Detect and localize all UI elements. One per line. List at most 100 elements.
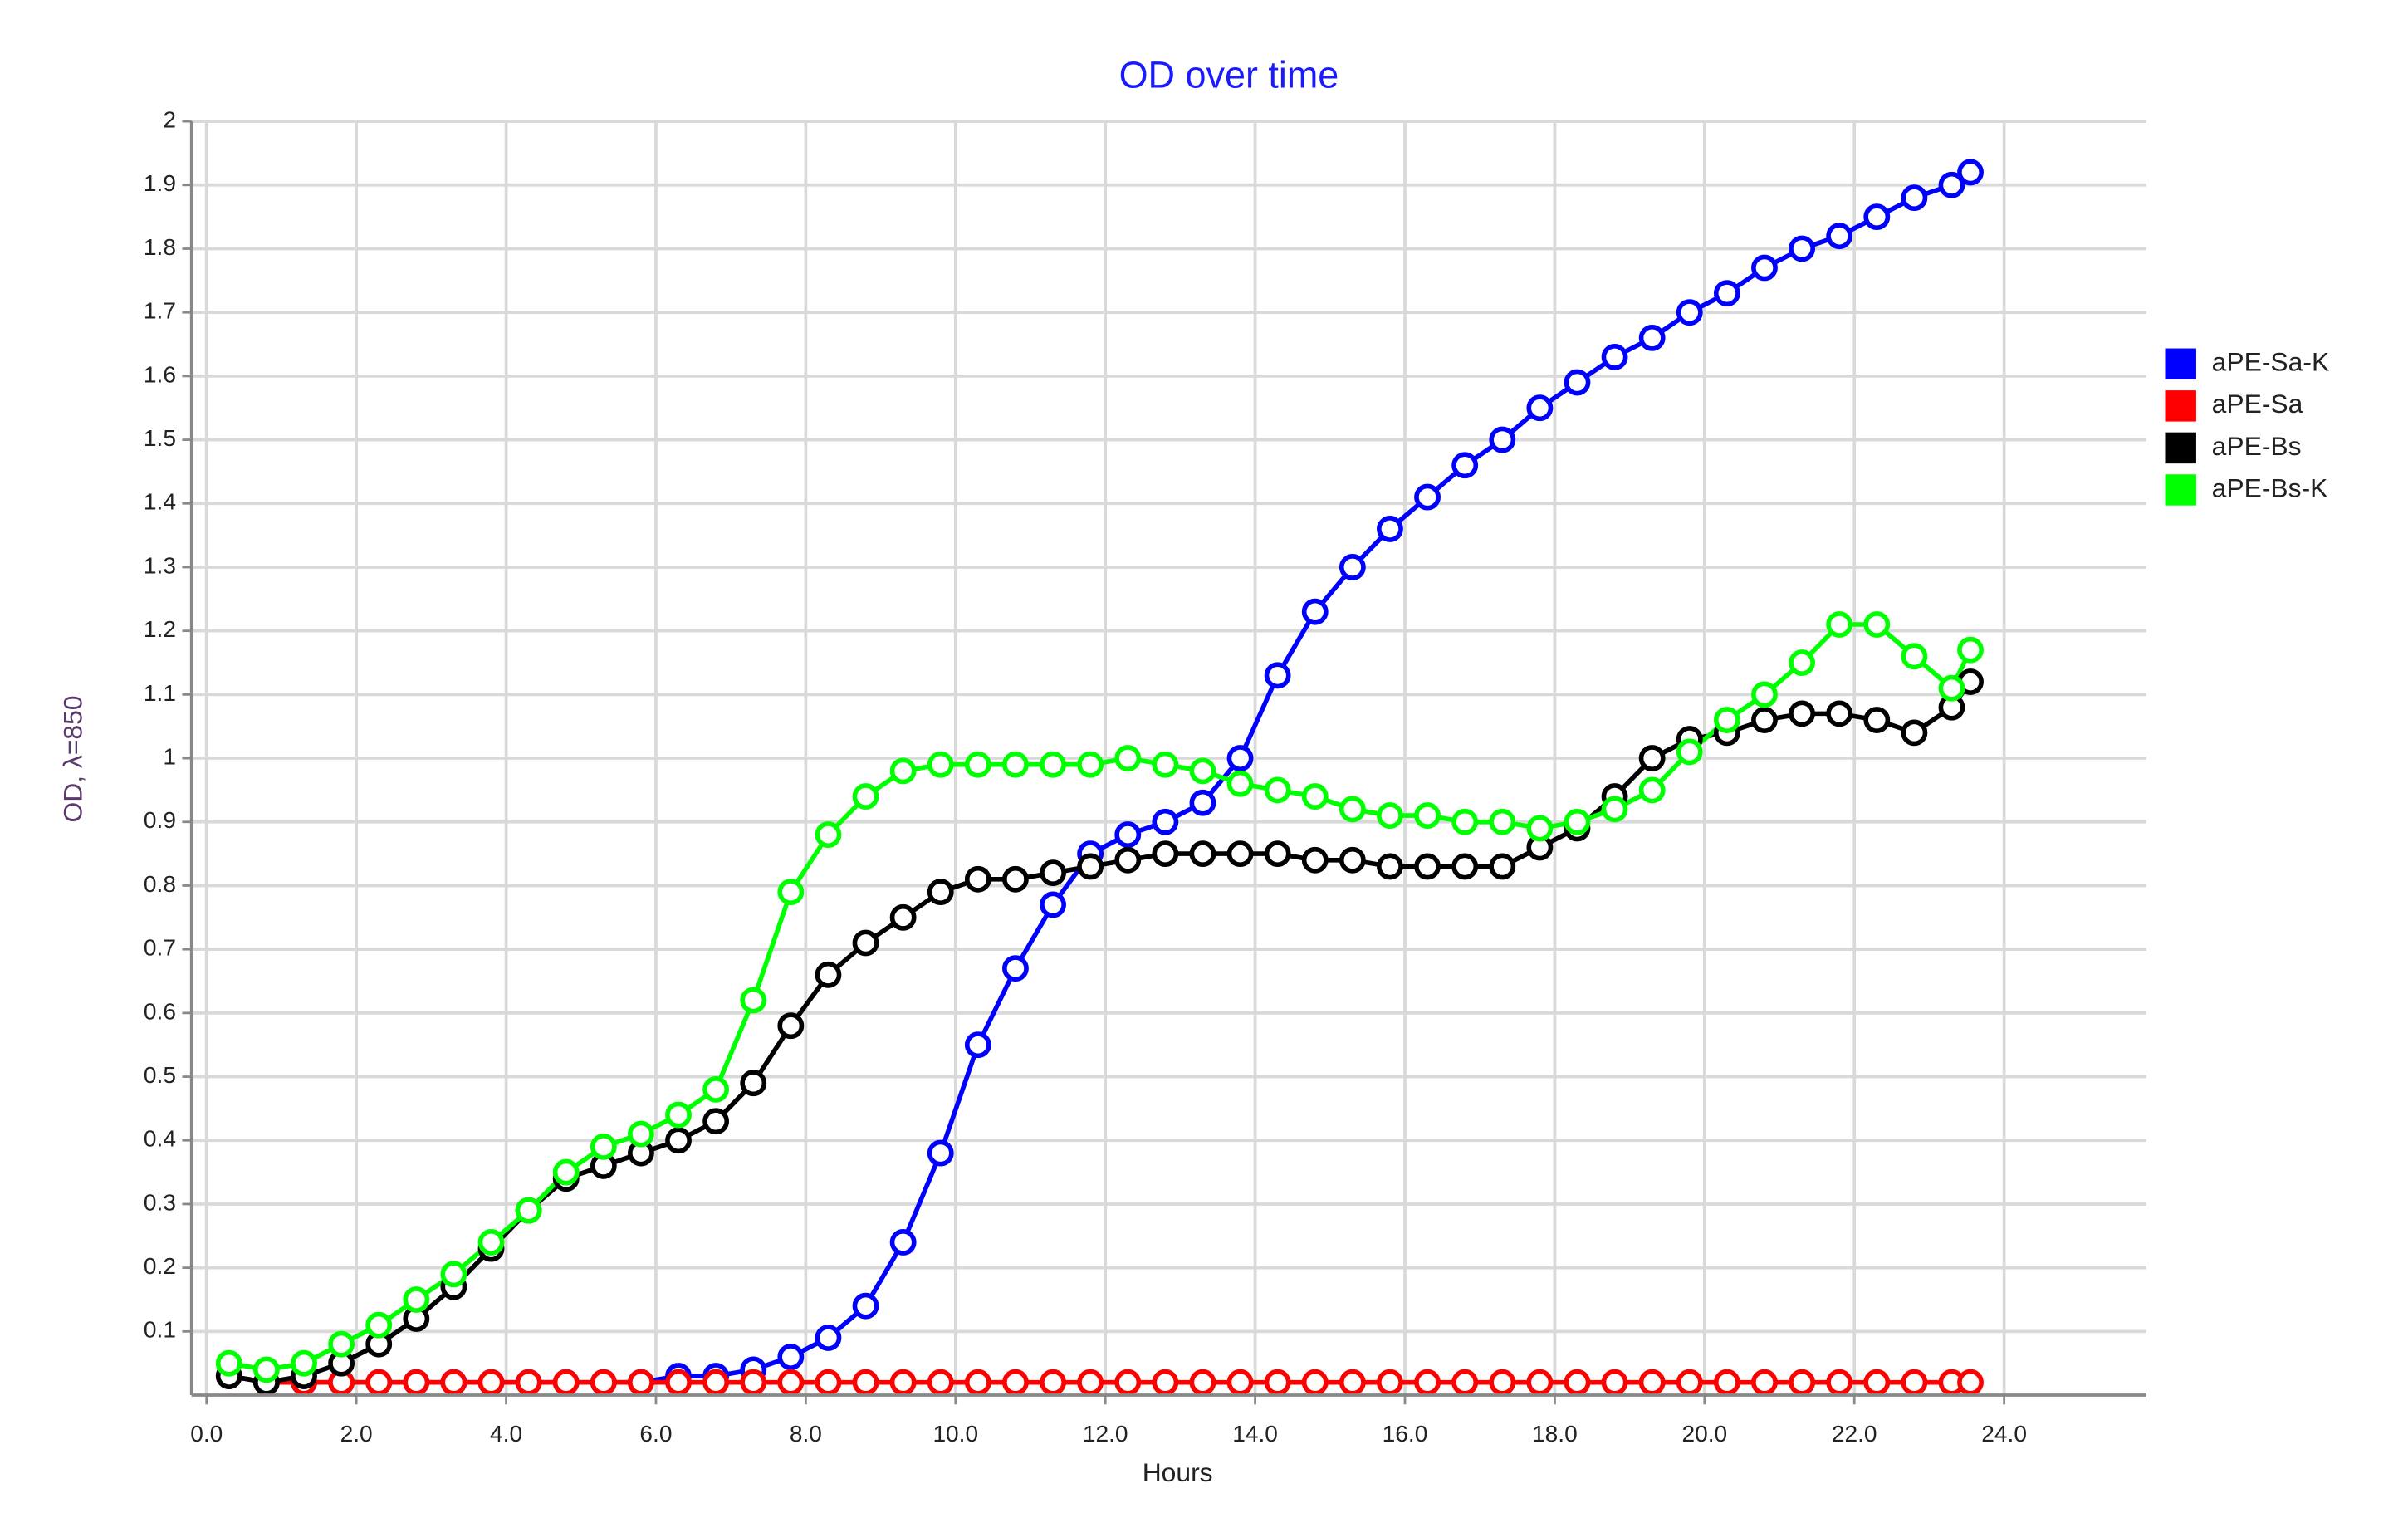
data-point [1901,184,1928,212]
data-point [477,1229,505,1256]
data-point [1114,846,1142,874]
data-point [1638,745,1666,771]
data-point [291,1349,317,1377]
data-point [1226,770,1254,797]
data-point [777,1369,805,1396]
data-point [1638,324,1666,351]
data-point [815,1325,842,1351]
data-point [1451,1369,1479,1396]
data-point [1301,846,1329,874]
data-point [1564,369,1591,396]
data-point [1414,802,1441,830]
y-tick-label: 1.4 [144,489,176,515]
y-tick-label: 0.5 [144,1062,176,1088]
x-tick-label: 10.0 [932,1421,978,1447]
data-point [1489,808,1516,835]
series-line [228,170,1972,1385]
data-point [1226,745,1254,771]
data-point [1489,853,1516,880]
data-point [1713,280,1740,307]
legend-label: aPE-Sa-K [2212,347,2330,377]
data-point [1264,1369,1291,1396]
legend-swatch [2165,474,2196,506]
data-point [1114,1369,1142,1396]
data-point [1676,299,1703,326]
x-tick-label: 12.0 [1083,1421,1128,1447]
data-point [852,929,879,957]
data-point [777,879,805,906]
data-point [1301,783,1329,810]
data-point [1040,859,1066,887]
data-point [927,1139,954,1167]
data-point [1451,808,1479,835]
data-point [1040,891,1066,918]
x-tick-label: 22.0 [1832,1421,1877,1447]
legend-swatch [2165,348,2196,380]
data-point [1339,846,1366,874]
data-point [927,751,954,778]
data-point [1114,745,1142,771]
legend-label: aPE-Bs [2212,431,2302,461]
x-tick-label: 16.0 [1383,1421,1428,1447]
data-point [1451,452,1479,479]
data-point [1189,1369,1216,1396]
y-tick-label: 0.7 [144,935,176,961]
y-tick-label: 0.9 [144,807,176,833]
data-point [1564,808,1591,835]
data-point [252,1356,280,1383]
data-point [1863,1369,1891,1396]
data-point [590,1133,617,1160]
data-point [1789,649,1815,676]
data-point [1339,554,1366,580]
data-point [1938,674,1965,702]
legend-label: aPE-Bs-K [2212,473,2328,502]
chart-title: OD over time [1119,54,1339,96]
data-point [740,1070,767,1097]
data-point [1957,1369,1984,1396]
data-point [440,1261,467,1288]
plot-area [215,159,1984,1396]
y-tick-label: 0.8 [144,871,176,897]
data-point [702,1075,730,1103]
data-point [1601,796,1628,823]
data-point [702,1108,730,1135]
data-point [1938,171,1965,198]
y-tick-label: 1.8 [144,234,176,260]
data-point [1489,426,1516,453]
y-tick-label: 1 [163,743,176,769]
data-point [1152,1369,1179,1396]
x-tick-label: 18.0 [1532,1421,1578,1447]
series-line [228,680,1973,1385]
data-point [1301,1369,1329,1396]
data-point [665,1101,692,1129]
data-point [815,1369,842,1396]
data-point [1957,636,1984,664]
data-point [815,821,842,849]
data-point [515,1369,542,1396]
y-tick-label: 1.7 [144,298,176,324]
y-tick-label: 0.3 [144,1189,176,1215]
data-point [702,1369,730,1396]
axes: 0.1 0.2 0.3 0.4 0.5 0.6 0.7 0.8 0.9 1 1.1 1.2 1.3 1.4… [144,107,2329,1447]
y-axis-label: OD, λ=850 [58,695,88,822]
data-point [552,1369,580,1396]
y-tick-label: 2 [163,107,176,133]
data-point [1863,203,1891,231]
data-point [1189,840,1216,868]
y-tick-label: 0.2 [144,1253,176,1279]
data-point [1002,955,1029,982]
data-point [1901,643,1928,670]
x-axis-label: Hours [1143,1457,1213,1487]
data-point [1226,840,1254,868]
data-point [889,757,917,785]
data-point [1152,751,1179,778]
data-point [1901,1369,1928,1396]
data-point [1377,516,1403,542]
x-tick-label: 20.0 [1681,1421,1727,1447]
data-point [440,1369,467,1396]
data-point [1414,483,1441,511]
y-tick-label: 1.9 [144,170,176,196]
data-point [1713,707,1740,733]
data-point [740,1369,767,1396]
data-point [1564,1369,1591,1396]
